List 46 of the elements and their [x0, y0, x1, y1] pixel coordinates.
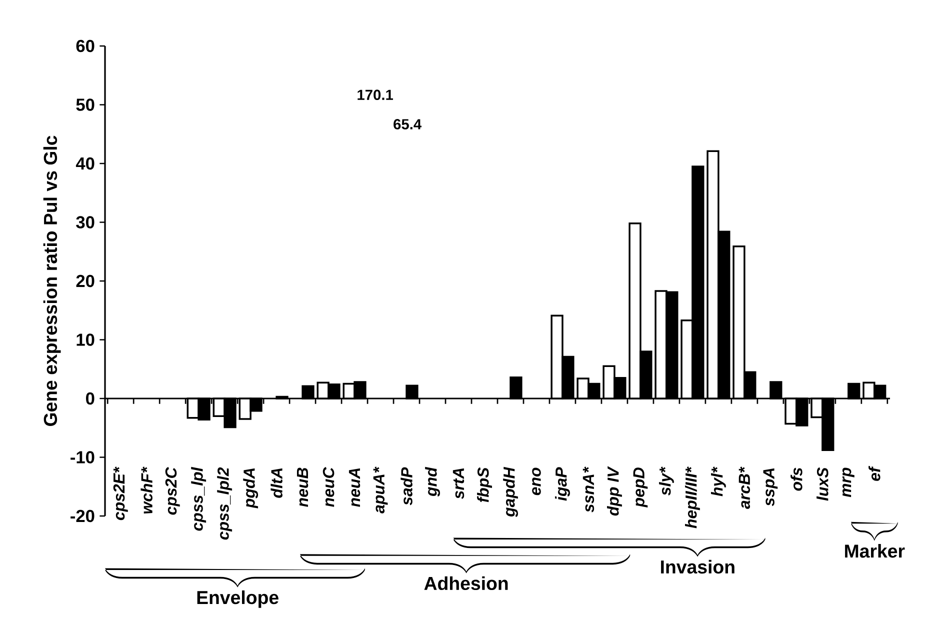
x-tick-label: arcB* [738, 466, 750, 509]
x-tick-label: ef [868, 466, 880, 481]
x-tick-label: sly* [659, 466, 674, 496]
y-tick-label: 20 [76, 274, 94, 288]
x-tick-label: dpp IV [607, 466, 622, 516]
text: Adhesion [424, 576, 508, 590]
x-tick-label: dltA [270, 468, 282, 498]
x-tick-label: luxS [816, 467, 828, 501]
y-tick-label: 0 [86, 392, 94, 405]
x-tick-label: fbpS [477, 467, 492, 502]
x-tick-label: neuC [322, 467, 334, 507]
x-tick-label: srtA [452, 468, 464, 500]
y-tick-label: -10 [70, 451, 94, 464]
x-tick-label: hyl* [711, 466, 726, 496]
y-tick-label: 60 [76, 40, 94, 52]
x-tick-label: igaP [555, 467, 570, 501]
y-tick-label: 50 [76, 98, 94, 111]
x-tick-label: neuA [348, 468, 360, 507]
x-tick-label: sadP [400, 467, 412, 506]
x-tick-label: apuA* [373, 466, 388, 514]
y-tick-label: 30 [76, 216, 94, 228]
x-tick-label: cpss_lpl2 [217, 467, 232, 540]
x-tick-label: ssnA* [582, 466, 594, 512]
y-axis-title: Gene expression ratio Pul vs Glc [43, 136, 61, 426]
x-tick-label: hepII/III* [685, 466, 700, 528]
x-tick-label: pgdA [243, 468, 258, 508]
annotation: 170.1 [358, 90, 394, 100]
x-tick-label: cps2E* [113, 466, 128, 520]
x-tick-label: cps2C [165, 467, 180, 515]
x-tick-label: neuB [296, 468, 308, 507]
y-tick-label: -20 [70, 510, 94, 522]
annotation: 65.4 [394, 119, 422, 130]
x-tick-label: gapdH [503, 466, 518, 518]
x-tick-label: ofs [790, 468, 802, 491]
x-tick-label: pepD [633, 468, 648, 508]
x-tick-label: cpss_lpl [191, 466, 206, 531]
text: Marker [845, 544, 905, 558]
x-tick-label: sspA [763, 468, 778, 506]
x-tick-label: mrp [842, 468, 854, 498]
x-tick-label: gnd [425, 466, 440, 497]
y-tick-label: 40 [76, 157, 94, 170]
x-tick-label: eno [532, 468, 541, 496]
text: Envelope [197, 590, 278, 608]
x-tick-label: wchF* [140, 466, 152, 514]
y-tick-label: 10 [76, 334, 94, 346]
text: Invasion [661, 560, 734, 574]
